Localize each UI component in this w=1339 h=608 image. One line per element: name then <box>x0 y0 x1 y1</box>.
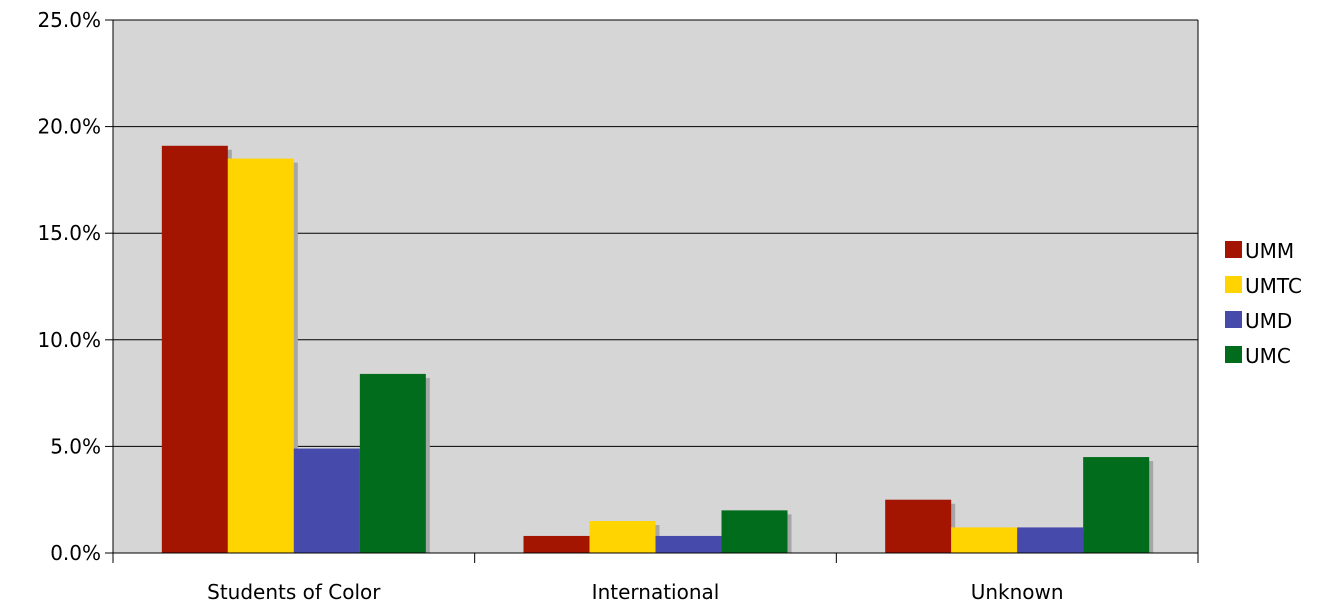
bar <box>294 449 360 553</box>
legend-label: UMTC <box>1245 274 1302 298</box>
x-tick-labels: Students of Color International Unknown <box>207 580 1063 604</box>
bar <box>722 510 788 553</box>
bar <box>951 527 1017 553</box>
y-tick-labels: 0.0% 5.0% 10.0% 15.0% 20.0% 25.0% <box>37 8 101 565</box>
legend-swatch <box>1225 241 1242 258</box>
y-tick-label: 25.0% <box>37 8 101 32</box>
bar <box>885 500 951 553</box>
y-tick-label: 0.0% <box>50 541 101 565</box>
y-tick-label: 5.0% <box>50 434 101 458</box>
bar <box>1017 527 1083 553</box>
legend-label: UMC <box>1245 344 1291 368</box>
x-tick-label: International <box>592 580 720 604</box>
y-tick-label: 15.0% <box>37 221 101 245</box>
y-tick-label: 20.0% <box>37 115 101 139</box>
x-tick-label: Unknown <box>971 580 1064 604</box>
bar <box>524 536 590 553</box>
bar <box>360 374 426 553</box>
bar <box>590 521 656 553</box>
legend-swatch <box>1225 346 1242 363</box>
bar <box>1083 457 1149 553</box>
legend-label: UMD <box>1245 309 1292 333</box>
bar <box>162 146 228 553</box>
legend-label: UMM <box>1245 239 1294 263</box>
bar <box>656 536 722 553</box>
y-tick-label: 10.0% <box>37 328 101 352</box>
x-tick-label: Students of Color <box>207 580 381 604</box>
legend-swatch <box>1225 276 1242 293</box>
legend-swatch <box>1225 311 1242 328</box>
legend: UMM UMTC UMD UMC <box>1225 239 1302 368</box>
bar <box>228 159 294 553</box>
